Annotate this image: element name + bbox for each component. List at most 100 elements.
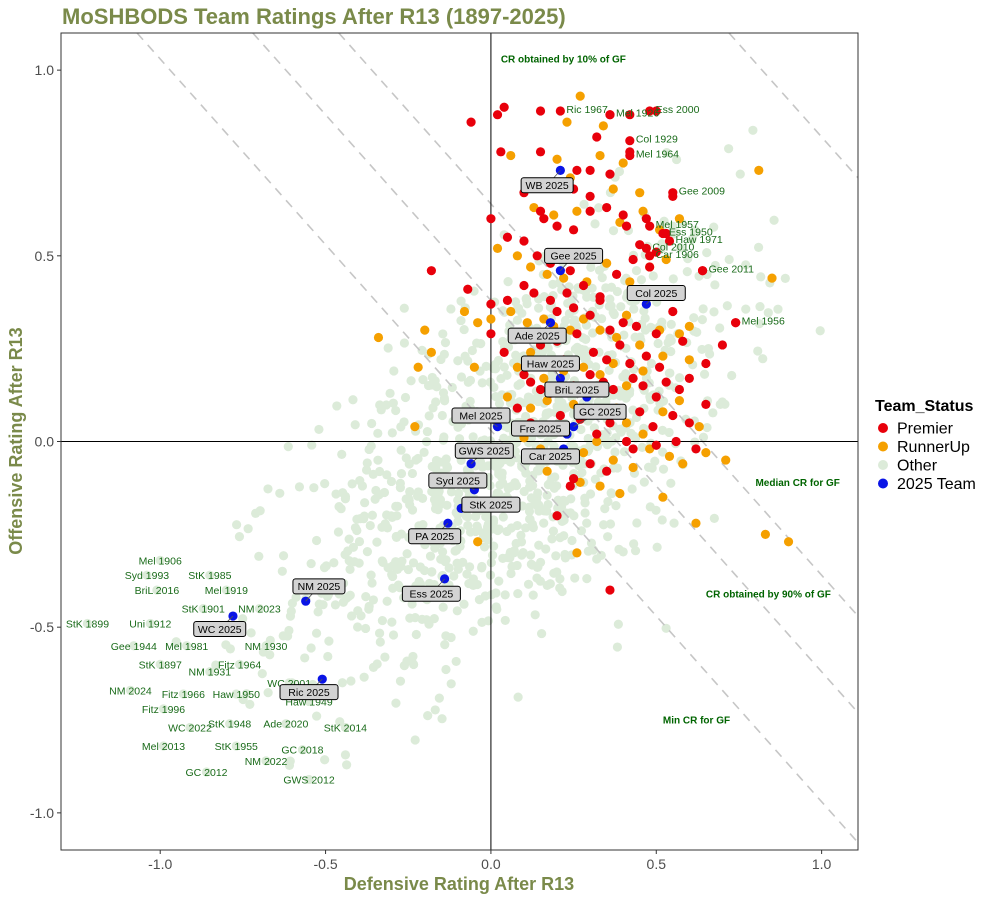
other-point	[539, 518, 549, 528]
other-point	[313, 607, 323, 617]
runnerup-point	[658, 492, 668, 502]
legend-label: Premier	[897, 421, 954, 438]
team-2025-label: GWS 2025	[459, 446, 511, 458]
other-point	[511, 538, 521, 549]
runnerup-point	[486, 314, 496, 324]
other-point-label: StK 1897	[139, 659, 182, 671]
premier-point-label: Haw 1971	[675, 234, 722, 246]
other-point	[340, 491, 351, 502]
other-point	[758, 354, 768, 364]
premier-point	[535, 106, 546, 116]
other-point	[499, 433, 509, 443]
runnerup-point	[552, 154, 562, 164]
runnerup-point	[542, 396, 552, 406]
runnerup-point	[459, 306, 470, 317]
legend-label: RunnerUp	[897, 439, 970, 456]
runnerup-point	[595, 370, 605, 380]
other-point	[245, 699, 255, 709]
premier-point	[641, 351, 651, 361]
premier-point-label: Gee 2011	[709, 264, 755, 276]
team-2025-label: StK 2025	[469, 499, 512, 511]
runnerup-point	[767, 273, 777, 283]
other-point	[361, 592, 371, 602]
other-point	[382, 510, 392, 520]
other-point	[410, 735, 420, 745]
premier-point	[654, 362, 665, 372]
other-point	[658, 447, 668, 457]
other-point	[666, 319, 676, 329]
other-point	[608, 226, 619, 236]
other-point	[424, 619, 434, 629]
premier-point	[502, 232, 513, 242]
premier-point	[585, 191, 595, 201]
premier-point	[651, 329, 661, 339]
runnerup-point	[526, 262, 536, 272]
other-point	[527, 520, 537, 530]
other-point	[533, 488, 543, 498]
other-point-label: Uni 1912	[129, 618, 171, 630]
runnerup-point	[542, 269, 552, 279]
other-point	[460, 351, 470, 361]
other-point	[499, 362, 509, 372]
other-point	[396, 422, 406, 432]
chart-title: MoSHBODS Team Ratings After R13 (1897-20…	[62, 4, 566, 29]
legend-marker	[878, 460, 888, 470]
other-point	[142, 570, 152, 580]
other-point-label: Fitz 1996	[142, 704, 185, 716]
other-point	[453, 356, 463, 366]
premier-point	[678, 336, 688, 346]
other-point	[399, 661, 409, 671]
other-point	[238, 614, 248, 624]
other-point	[423, 380, 434, 391]
other-point	[709, 307, 719, 317]
other-point	[541, 408, 552, 418]
team-2025-label-box	[193, 621, 247, 638]
x-tick-label: 0.5	[647, 856, 667, 872]
runnerup-point	[602, 258, 612, 268]
other-point	[367, 510, 377, 520]
other-point	[614, 544, 624, 554]
other-point	[468, 580, 478, 590]
other-point	[377, 615, 388, 626]
other-point	[664, 427, 674, 438]
other-point	[606, 301, 616, 311]
other-point	[666, 335, 676, 345]
other-point	[359, 672, 369, 682]
other-point	[158, 741, 169, 751]
reference-lines-layer: CR obtained by 10% of GF Median CR for GF…	[136, 32, 859, 844]
other-point	[583, 546, 593, 556]
premier-point	[568, 225, 579, 235]
runnerup-point	[611, 332, 622, 343]
other-point	[367, 418, 377, 429]
premier-point	[552, 306, 562, 317]
team-2025-label: Col 2025	[635, 288, 677, 300]
other-point	[323, 651, 333, 662]
other-point	[602, 440, 612, 450]
premier-point	[568, 474, 579, 484]
other-point	[699, 369, 710, 379]
other-point	[543, 499, 553, 510]
other-point	[720, 399, 730, 409]
premier-point	[535, 147, 546, 157]
x-axis-title: Defensive Rating After R13	[344, 874, 574, 894]
runnerup-point	[635, 340, 645, 350]
other-point-label: Fitz 1964	[218, 659, 261, 671]
other-point	[597, 273, 607, 283]
other-point	[609, 309, 619, 320]
premier-point	[545, 295, 556, 305]
other-point	[211, 660, 221, 670]
runnerup-point	[701, 448, 711, 458]
runnerup-point	[658, 351, 668, 361]
other-point	[453, 516, 463, 527]
premier-point	[668, 410, 678, 421]
other-point	[524, 506, 535, 517]
other-point	[185, 722, 195, 733]
other-point	[722, 301, 732, 311]
other-point	[547, 473, 557, 483]
reference-line-label: Min CR for GF	[663, 716, 730, 727]
other-point	[243, 524, 253, 534]
other-point	[735, 169, 745, 179]
runnerup-point	[608, 455, 618, 465]
